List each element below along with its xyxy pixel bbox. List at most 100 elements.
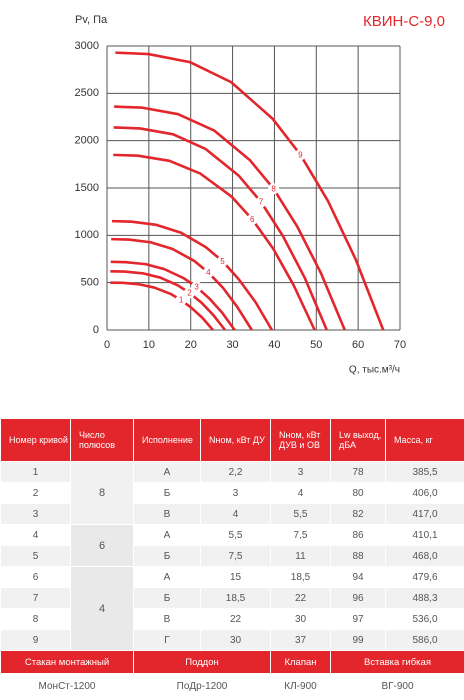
table-cell: 488,3	[385, 587, 464, 609]
curve-label: 1	[179, 296, 184, 305]
y-tick-label: 2000	[75, 135, 99, 147]
table-cell: 88	[330, 545, 386, 567]
table-cell: 1	[0, 461, 71, 483]
x-axis-label: Q, тыс.м³/ч	[349, 365, 400, 376]
table-cell: 78	[330, 461, 386, 483]
x-tick-label: 30	[226, 339, 238, 351]
curve-label: 4	[206, 268, 211, 277]
table-row: 9 Г 30 37 99 586,0	[0, 629, 464, 651]
table-cell: 18,5	[270, 566, 331, 588]
accessory-header: Стакан монтажный	[0, 650, 134, 674]
x-tick-label: 10	[143, 339, 155, 351]
header-cell: Исполнение	[133, 418, 201, 462]
table-cell: 3	[270, 461, 331, 483]
table-row: 3 В 4 5,5 82 417,0	[0, 503, 464, 525]
header-cell: Nном, кВт ДУ	[200, 418, 271, 462]
x-tick-label: 20	[185, 339, 197, 351]
table-row: 7 Б 18,5 22 96 488,3	[0, 587, 464, 609]
table-cell: А	[133, 524, 201, 546]
table-cell: 82	[330, 503, 386, 525]
chart-title: КВИН-С-9,0	[363, 13, 445, 30]
table-cell: 37	[270, 629, 331, 651]
table-cell: Б	[133, 482, 201, 504]
curve-label-bg	[255, 196, 267, 208]
table-row: 4 6 А 5,5 7,5 86 410,1	[0, 524, 464, 567]
table-cell: 586,0	[385, 629, 464, 651]
y-tick-label: 1500	[75, 182, 99, 194]
curve-label: 6	[250, 215, 255, 224]
table-row: 2 Б 3 4 80 406,0	[0, 482, 464, 504]
table-cell: Г	[133, 629, 201, 651]
table-cell: 97	[330, 608, 386, 630]
x-tick-label: 40	[268, 339, 280, 351]
header-cell: Nном, кВт ДУВ и ОВ	[270, 418, 331, 462]
poles-cell: 4	[70, 566, 134, 651]
header-cell: Масса, кг	[385, 418, 464, 462]
curve-label: 7	[259, 198, 264, 207]
curve	[115, 51, 385, 331]
table-cell: 2	[0, 482, 71, 504]
accessory-header: Поддон	[133, 650, 271, 674]
curve-label-bg	[175, 294, 187, 306]
header-cell: Число полюсов	[70, 418, 134, 462]
y-tick-label: 2500	[75, 87, 99, 99]
table-cell: 5	[0, 545, 71, 567]
table-cell: 3	[200, 482, 271, 504]
table-cell: 15	[200, 566, 271, 588]
table-cell: 6	[0, 566, 71, 588]
curve	[110, 260, 236, 331]
curve	[110, 281, 214, 331]
table-cell: 2,2	[200, 461, 271, 483]
curve-label: 9	[298, 150, 303, 159]
table-cell: 9	[0, 629, 71, 651]
curve-label: 5	[220, 257, 225, 266]
accessory-cell: ПоДр-1200	[133, 673, 271, 699]
table-cell: 410,1	[385, 524, 464, 546]
table-cell: В	[133, 608, 201, 630]
x-tick-label: 50	[310, 339, 322, 351]
header-cell: Номер кривой	[0, 418, 71, 462]
poles-cell: 6	[70, 524, 134, 567]
table-row: 5 Б 7,5 11 88 468,0	[0, 545, 464, 567]
y-tick-label: 0	[93, 324, 99, 336]
table-cell: 7,5	[200, 545, 271, 567]
table-cell: 4	[270, 482, 331, 504]
table-cell: 536,0	[385, 608, 464, 630]
table-cell: В	[133, 503, 201, 525]
table-cell: 94	[330, 566, 386, 588]
curve-label: 3	[194, 283, 199, 292]
curve-label-bg	[268, 183, 280, 195]
curve	[110, 270, 227, 331]
curve	[111, 237, 253, 331]
header-cell: Lw выход, дБА	[330, 418, 386, 462]
table-cell: 5,5	[200, 524, 271, 546]
table-cell: 417,0	[385, 503, 464, 525]
table-cell: 7	[0, 587, 71, 609]
table-cell: Б	[133, 587, 201, 609]
curve-label: 2	[187, 289, 192, 298]
table-cell: 30	[200, 629, 271, 651]
curve-label: 8	[271, 184, 276, 193]
curve-label-bg	[202, 267, 214, 279]
curve-label-bg	[217, 255, 229, 267]
y-tick-label: 500	[81, 277, 99, 289]
accessory-cell: МонСт-1200	[0, 673, 134, 699]
poles-cell: 8	[70, 461, 134, 525]
accessory-header-row: Стакан монтажный Поддон Клапан Вставка гибк…	[0, 650, 464, 674]
spec-table: Номер кривой Число полюсов Исполнение Nном,…	[0, 418, 464, 699]
curve-label-bg	[191, 281, 203, 293]
table-cell: 96	[330, 587, 386, 609]
table-cell: 99	[330, 629, 386, 651]
curve-label-bg	[246, 213, 258, 225]
curve-label-bg	[294, 149, 306, 161]
curve	[111, 219, 274, 331]
accessory-row: МонСт-1200 ПоДр-1200 КЛ-900 ВГ-900	[0, 673, 464, 699]
table-cell: 4	[0, 524, 71, 546]
y-axis-label: Pv, Па	[75, 14, 108, 26]
table-cell: 7,5	[270, 524, 331, 546]
accessory-cell: ВГ-900	[330, 673, 464, 699]
table-cell: А	[133, 566, 201, 588]
x-tick-label: 70	[394, 339, 406, 351]
table-cell: А	[133, 461, 201, 483]
table-cell: 4	[200, 503, 271, 525]
